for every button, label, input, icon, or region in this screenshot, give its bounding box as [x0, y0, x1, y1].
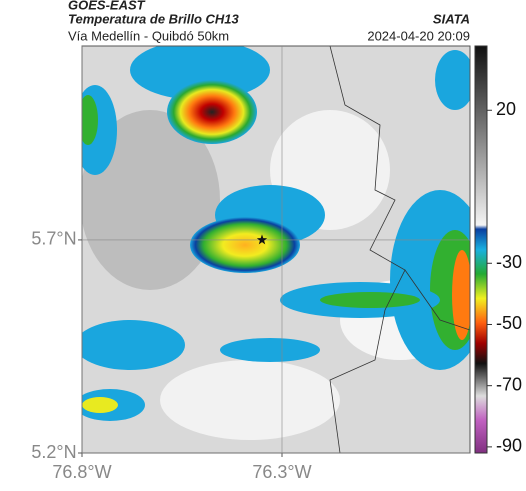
colorbar — [474, 45, 488, 454]
colorbar-tick-label: -30 — [496, 252, 522, 272]
x-tick-label: 76.3°W — [252, 462, 311, 482]
imagery — [82, 46, 470, 453]
timestamp: 2024-04-20 20:09 — [367, 28, 470, 43]
x-tick-label: 76.8°W — [52, 462, 111, 482]
source: GOES-EAST — [68, 0, 146, 12]
colorbar-tick-label: -90 — [496, 436, 522, 456]
y-tick-label: 5.7°N — [31, 229, 76, 249]
colorbar-tick-label: -70 — [496, 374, 522, 394]
colorbar-tick-label: 20 — [496, 99, 516, 119]
location-marker — [256, 234, 268, 245]
brand: SIATA — [433, 11, 470, 26]
subtitle: Vía Medellín - Quibdó 50km — [68, 28, 229, 43]
colorbar-tick-label: -50 — [496, 313, 522, 333]
y-tick-label: 5.2°N — [31, 442, 76, 462]
title: Temperatura de Brillo CH13 — [68, 11, 240, 26]
